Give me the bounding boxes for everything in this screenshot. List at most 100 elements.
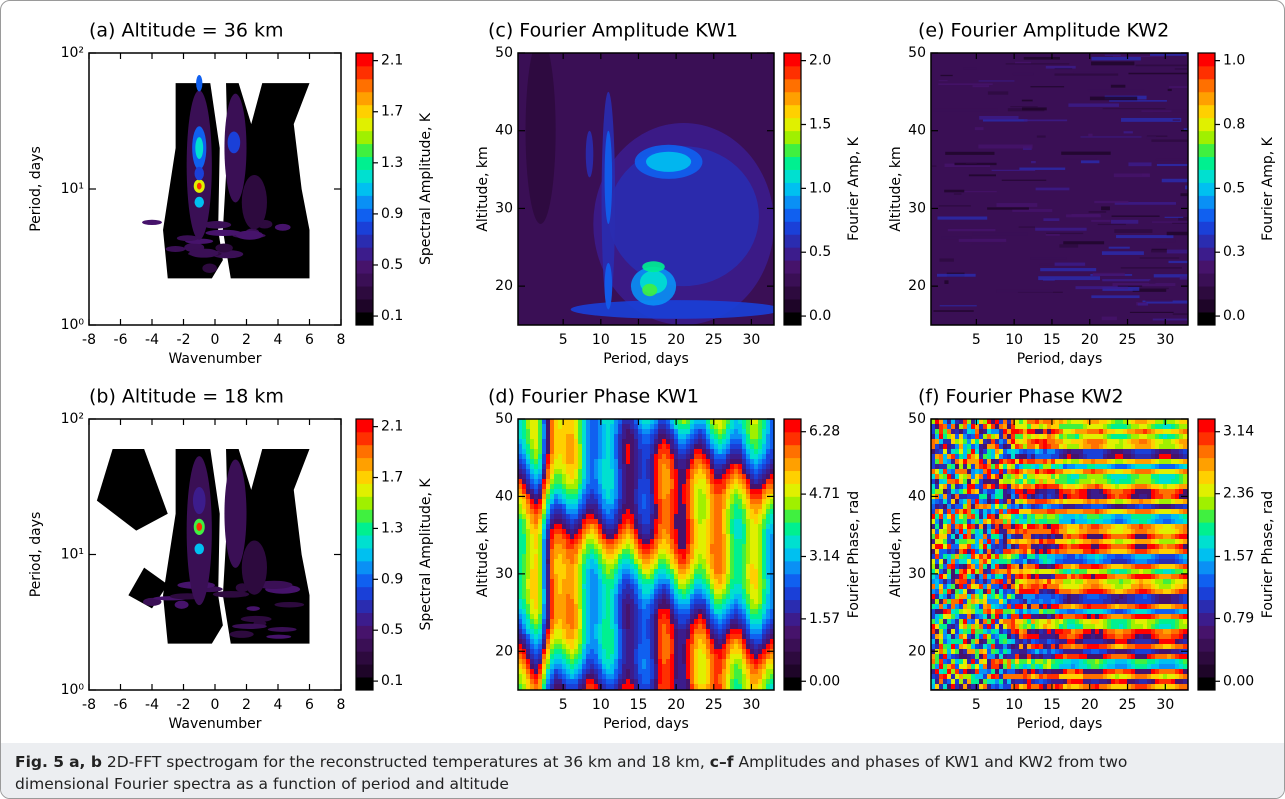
y-tick-label: 40 — [908, 123, 926, 139]
colorbar-band — [1198, 195, 1215, 208]
x-tick-label: 20 — [1081, 332, 1099, 348]
colorbar-band — [356, 118, 373, 131]
colorbar-band — [784, 312, 801, 325]
colorbar-band — [1198, 522, 1215, 535]
colorbar-band — [1198, 445, 1215, 458]
colorbar-band — [356, 600, 373, 613]
colorbar-tick-label: 0.3 — [1223, 244, 1245, 260]
colorbar-band — [784, 509, 801, 522]
caption-bold: c–f — [710, 753, 734, 771]
colorbar-band — [356, 561, 373, 574]
y-tick-label: 10⁰ — [61, 317, 85, 333]
colorbar-band — [356, 522, 373, 535]
colorbar-band — [784, 548, 801, 561]
colorbar-band — [784, 522, 801, 535]
colorbar-band — [1198, 548, 1215, 561]
colorbar-tick-label: 0.0 — [1223, 308, 1245, 324]
colorbar-band — [784, 587, 801, 600]
colorbar-band — [1198, 286, 1215, 299]
colorbar-band — [356, 170, 373, 183]
x-tick-label: 5 — [559, 697, 568, 713]
colorbar-band — [356, 53, 373, 66]
colorbar-band — [356, 432, 373, 445]
colorbar-band — [356, 299, 373, 312]
colorbar-band — [1198, 105, 1215, 118]
x-axis-label: Period, days — [603, 351, 689, 367]
colorbar-band — [1198, 432, 1215, 445]
y-tick-label: 30 — [495, 566, 513, 582]
colorbar-band — [356, 587, 373, 600]
x-axis-label: Wavenumber — [168, 716, 261, 732]
colorbar-band — [1198, 118, 1215, 131]
x-axis-label: Period, days — [1017, 351, 1103, 367]
caption-text: dimensional Fourier spectra as a functio… — [15, 775, 509, 793]
colorbar-band — [356, 273, 373, 286]
colorbar-band — [1198, 471, 1215, 484]
x-tick-label: 10 — [592, 697, 610, 713]
colorbar-band — [1198, 484, 1215, 497]
x-tick-label: 20 — [1081, 697, 1099, 713]
colorbar-band — [784, 208, 801, 221]
x-tick-label: 30 — [1156, 332, 1174, 348]
colorbar-band — [784, 458, 801, 471]
x-tick-label: 30 — [1156, 697, 1174, 713]
colorbar-band — [356, 312, 373, 325]
colorbar-tick-label: 1.3 — [381, 155, 403, 171]
x-tick-label: 2 — [242, 332, 251, 348]
y-tick-label: 20 — [908, 278, 926, 294]
colorbar-tick-label: 0.5 — [1223, 180, 1245, 196]
colorbar-label: Fourier Phase, rad — [1260, 491, 1276, 618]
colorbar-tick-label: 0.00 — [1223, 673, 1254, 689]
colorbar-tick-label: 2.36 — [1223, 486, 1254, 502]
colorbar-band — [784, 432, 801, 445]
colorbar-band — [1198, 273, 1215, 286]
x-tick-label: 25 — [1119, 697, 1137, 713]
colorbar-band — [356, 509, 373, 522]
colorbar-band — [356, 677, 373, 690]
colorbar-band — [1198, 92, 1215, 105]
colorbar-band — [784, 170, 801, 183]
x-tick-label: 25 — [705, 697, 723, 713]
contour-field — [931, 419, 1192, 695]
y-tick-label: 10¹ — [61, 547, 84, 563]
colorbar-band — [356, 286, 373, 299]
y-tick-label: 40 — [908, 488, 926, 504]
x-tick-label: 25 — [705, 332, 723, 348]
colorbar-band — [784, 118, 801, 131]
colorbar-band — [1198, 574, 1215, 587]
y-tick-label: 10¹ — [61, 181, 84, 197]
colorbar-band — [356, 664, 373, 677]
colorbar-tick-label: 0.1 — [381, 673, 403, 689]
colorbar-tick-label: 0.9 — [381, 571, 403, 587]
colorbar-band — [784, 299, 801, 312]
x-tick-label: 30 — [742, 332, 760, 348]
x-tick-label: 10 — [592, 332, 610, 348]
colorbar-band — [784, 131, 801, 144]
colorbar-tick-label: 0.79 — [1223, 610, 1254, 626]
colorbar-band — [784, 496, 801, 509]
caption-text: Amplitudes and phases of KW1 and KW2 fro… — [738, 753, 1127, 771]
colorbar-label: Spectral Amplitude, K — [418, 112, 434, 265]
x-tick-label: -4 — [145, 332, 159, 348]
colorbar-tick-label: 0.5 — [381, 257, 403, 273]
x-tick-label: 8 — [337, 697, 346, 713]
y-tick-label: 10² — [61, 45, 84, 61]
colorbar-label: Spectral Amplitude, K — [418, 478, 434, 631]
colorbar-tick-label: 4.71 — [809, 486, 840, 502]
colorbar-tick-label: 1.57 — [809, 611, 840, 627]
colorbar-band — [784, 234, 801, 247]
colorbar-band — [1198, 625, 1215, 638]
colorbar-band — [356, 131, 373, 144]
x-tick-label: 15 — [1043, 697, 1061, 713]
y-axis-label: Altitude, km — [888, 512, 904, 597]
colorbar-tick-label: 0.9 — [381, 206, 403, 222]
x-tick-label: -8 — [82, 697, 96, 713]
colorbar-band — [356, 535, 373, 548]
x-tick-label: 20 — [667, 332, 685, 348]
colorbar-band — [356, 144, 373, 157]
x-axis-label: Period, days — [603, 716, 689, 732]
y-axis-label: Period, days — [28, 146, 44, 232]
caption-text: 2D-FFT spectrogam for the reconstructed … — [107, 753, 705, 771]
colorbar-band — [1198, 458, 1215, 471]
colorbar-tick-label: 6.28 — [809, 424, 840, 440]
